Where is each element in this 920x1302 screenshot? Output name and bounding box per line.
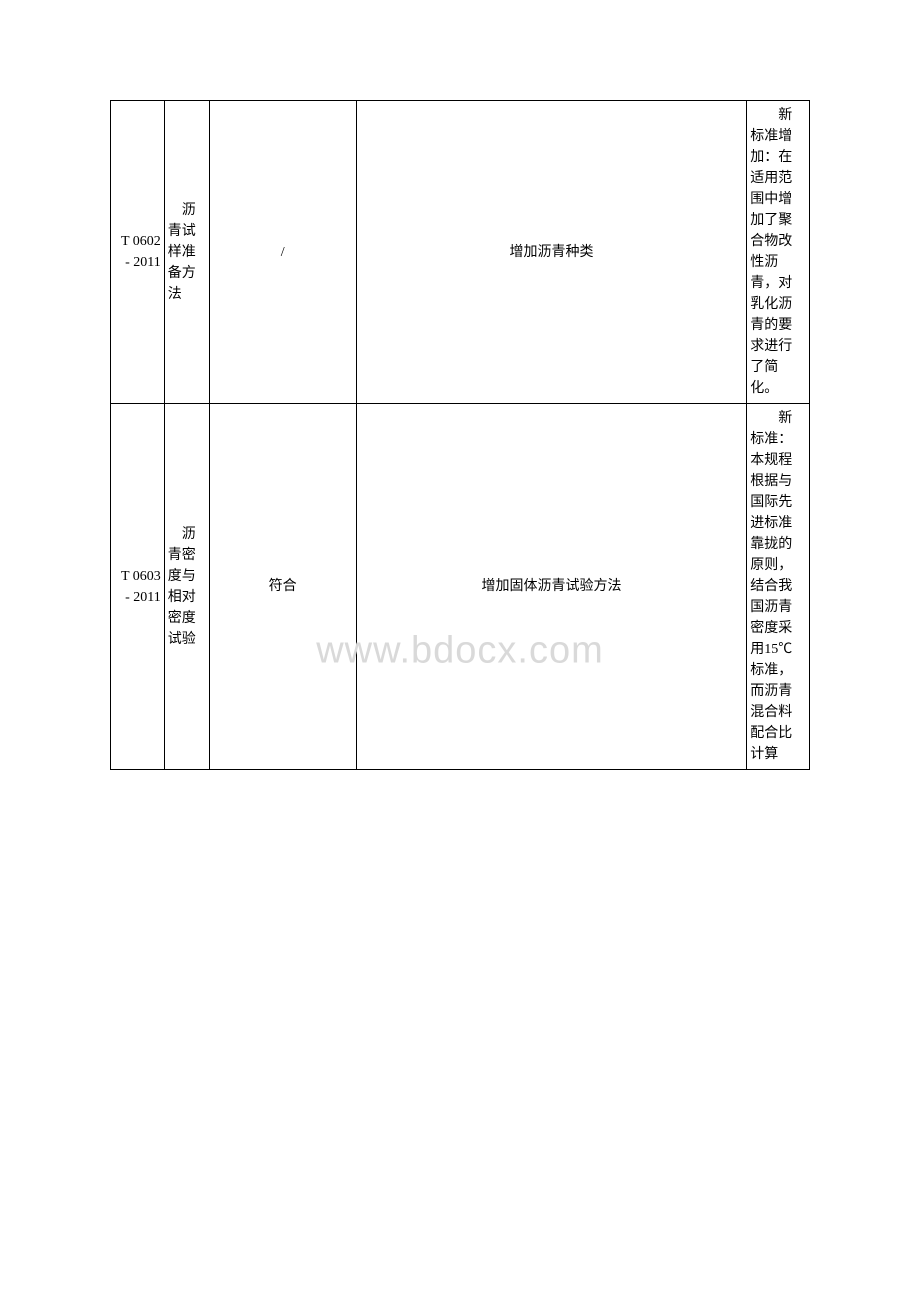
cell-detail: 新标准：本规程根据与国际先进标准靠拢的原则，结合我国沥青密度采用15℃标准，而沥… bbox=[747, 404, 810, 770]
change-text: 增加沥青种类 bbox=[360, 242, 743, 263]
cell-title: 沥青密度与相对密度试验 bbox=[164, 404, 209, 770]
code-text: T 0603 - 2011 bbox=[114, 566, 161, 608]
standards-table-container: T 0602 - 2011 沥青试样准备方法 / 增加沥青种类 新标准增加：在适… bbox=[110, 100, 810, 770]
detail-text: 新标准：本规程根据与国际先进标准靠拢的原则，结合我国沥青密度采用15℃标准，而沥… bbox=[750, 408, 806, 765]
table-row: T 0602 - 2011 沥青试样准备方法 / 增加沥青种类 新标准增加：在适… bbox=[111, 101, 810, 404]
code-text: T 0602 - 2011 bbox=[114, 231, 161, 273]
status-text: 符合 bbox=[213, 576, 353, 597]
cell-detail: 新标准增加：在适用范围中增加了聚合物改性沥青，对乳化沥青的要求进行了简化。 bbox=[747, 101, 810, 404]
status-text: / bbox=[213, 242, 353, 263]
cell-status: 符合 bbox=[209, 404, 356, 770]
title-text: 沥青试样准备方法 bbox=[168, 200, 206, 305]
cell-change: 增加沥青种类 bbox=[356, 101, 746, 404]
standards-table: T 0602 - 2011 沥青试样准备方法 / 增加沥青种类 新标准增加：在适… bbox=[110, 100, 810, 770]
cell-code: T 0603 - 2011 bbox=[111, 404, 165, 770]
table-row: T 0603 - 2011 沥青密度与相对密度试验 符合 增加固体沥青试验方法 … bbox=[111, 404, 810, 770]
cell-code: T 0602 - 2011 bbox=[111, 101, 165, 404]
cell-title: 沥青试样准备方法 bbox=[164, 101, 209, 404]
cell-change: 增加固体沥青试验方法 bbox=[356, 404, 746, 770]
detail-text: 新标准增加：在适用范围中增加了聚合物改性沥青，对乳化沥青的要求进行了简化。 bbox=[750, 105, 806, 399]
title-text: 沥青密度与相对密度试验 bbox=[168, 524, 206, 650]
cell-status: / bbox=[209, 101, 356, 404]
change-text: 增加固体沥青试验方法 bbox=[360, 576, 743, 597]
